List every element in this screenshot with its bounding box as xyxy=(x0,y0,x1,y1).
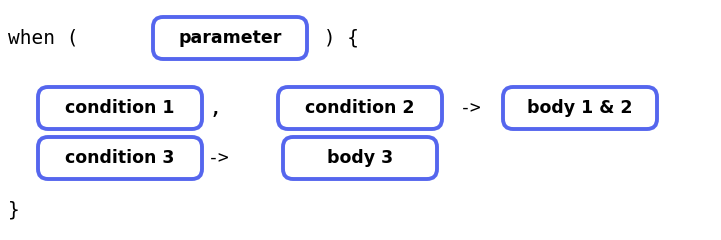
Text: ,: , xyxy=(208,98,221,118)
Text: ->: -> xyxy=(460,99,482,117)
FancyBboxPatch shape xyxy=(153,17,307,59)
FancyBboxPatch shape xyxy=(283,137,437,179)
Text: }: } xyxy=(8,200,19,220)
Text: parameter: parameter xyxy=(178,29,282,47)
Text: when (: when ( xyxy=(8,29,90,48)
Text: ) {: ) { xyxy=(312,29,359,48)
Text: body 3: body 3 xyxy=(327,149,393,167)
FancyBboxPatch shape xyxy=(503,87,657,129)
FancyBboxPatch shape xyxy=(38,137,202,179)
FancyBboxPatch shape xyxy=(278,87,442,129)
FancyBboxPatch shape xyxy=(38,87,202,129)
Text: condition 3: condition 3 xyxy=(66,149,174,167)
Text: body 1 & 2: body 1 & 2 xyxy=(527,99,633,117)
Text: condition 1: condition 1 xyxy=(65,99,174,117)
Text: ->: -> xyxy=(208,149,230,167)
Text: condition 2: condition 2 xyxy=(305,99,415,117)
